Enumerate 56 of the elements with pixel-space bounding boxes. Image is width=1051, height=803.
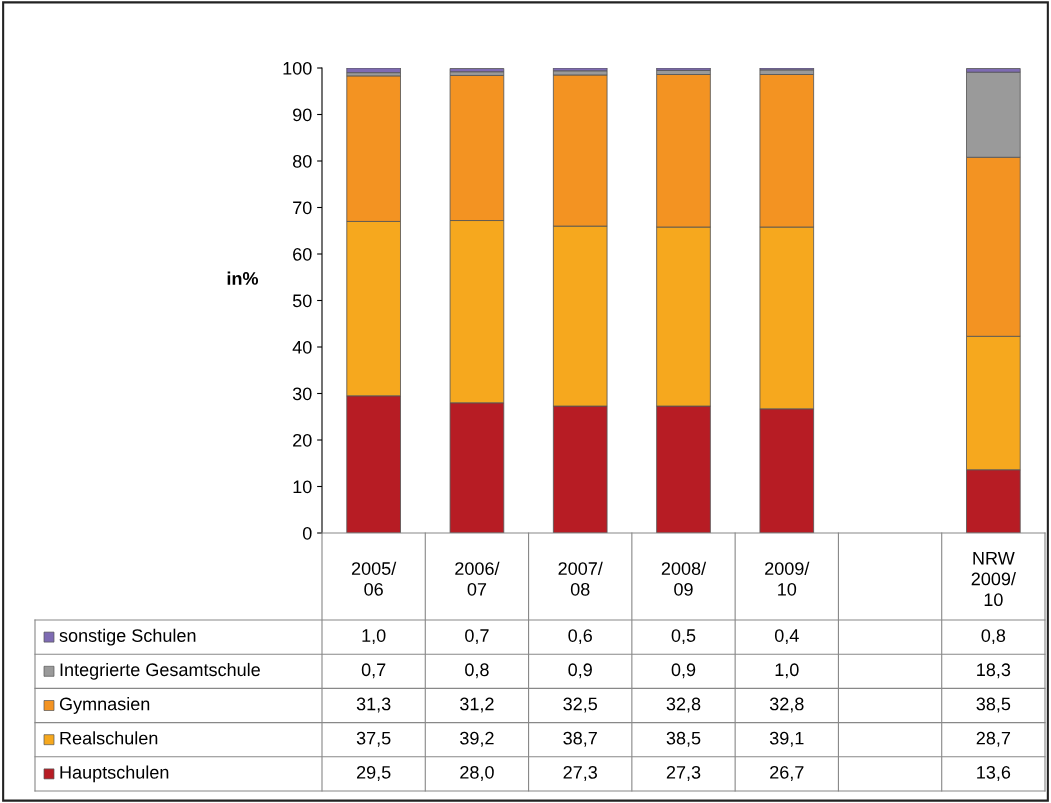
data-label: 0,9	[568, 663, 592, 679]
data-label: 29,5	[356, 765, 391, 781]
data-label: 0,6	[568, 629, 592, 645]
data-label: 0,5	[671, 629, 696, 645]
y-tick-label: 40	[292, 340, 312, 354]
y-tick-label: 70	[293, 201, 312, 215]
y-tick-label: 20	[293, 433, 312, 447]
data-label: 38,5	[976, 697, 1011, 713]
data-label: 32,8	[666, 697, 701, 713]
x-tick-label: 2007/ 08	[558, 561, 603, 596]
data-label: 27,3	[666, 765, 701, 781]
x-tick-label: 2005/ 06	[351, 561, 397, 596]
data-label: 28,0	[460, 765, 494, 781]
data-label: 0,4	[774, 629, 799, 645]
y-tick-label: 50	[292, 294, 312, 308]
data-label: 0,9	[671, 663, 696, 679]
y-tick-label: 10	[293, 480, 312, 494]
data-label: 0,8	[981, 629, 1006, 645]
data-label: 27,3	[563, 765, 597, 781]
x-tick-label: NRW 2009/ 10	[971, 551, 1016, 607]
data-label: 28,7	[976, 731, 1011, 747]
bar	[552, 68, 608, 72]
x-tick-label: 2006/ 07	[455, 561, 500, 596]
data-label: 39,1	[769, 731, 804, 747]
y-axis-title: in%	[227, 271, 259, 285]
data-label: 39,2	[460, 731, 494, 747]
data-label: 31,3	[356, 697, 391, 713]
y-tick-label: 60	[293, 247, 312, 261]
data-label: 13,6	[977, 765, 1011, 781]
data-label: 0,7	[361, 663, 386, 679]
legend-label: sonstige Schulen	[59, 628, 196, 646]
data-label: 32,8	[769, 697, 804, 713]
data-label: 37,5	[356, 731, 391, 747]
bar	[656, 68, 711, 71]
y-tick-label: 0	[302, 526, 312, 540]
data-label: 18,3	[977, 663, 1011, 679]
data-label: 38,7	[563, 731, 597, 747]
data-label: 31,2	[460, 697, 494, 713]
data-label: 26,7	[770, 765, 804, 781]
legend-label: Hauptschulen	[60, 765, 169, 783]
legend-label: Gymnasien	[59, 697, 150, 714]
bar	[346, 68, 401, 74]
data-label: 1,0	[362, 629, 386, 645]
data-label: 0,8	[465, 663, 489, 679]
legend-label: Integrierte Gesamtschule	[60, 662, 260, 680]
data-label: 1,0	[775, 663, 799, 679]
x-tick-label: 2008/ 09	[661, 561, 707, 596]
y-tick-label: 90	[293, 108, 312, 122]
legend-label: Realschulen	[60, 731, 158, 745]
data-label: 38,5	[666, 731, 701, 747]
y-tick-label: 80	[292, 154, 312, 168]
y-tick-label: 100	[283, 61, 312, 75]
data-label: 0,7	[465, 629, 489, 645]
y-tick-label: 30	[292, 387, 312, 401]
data-label: 32,5	[563, 697, 598, 713]
x-tick-label: 2009/ 10	[765, 561, 810, 596]
